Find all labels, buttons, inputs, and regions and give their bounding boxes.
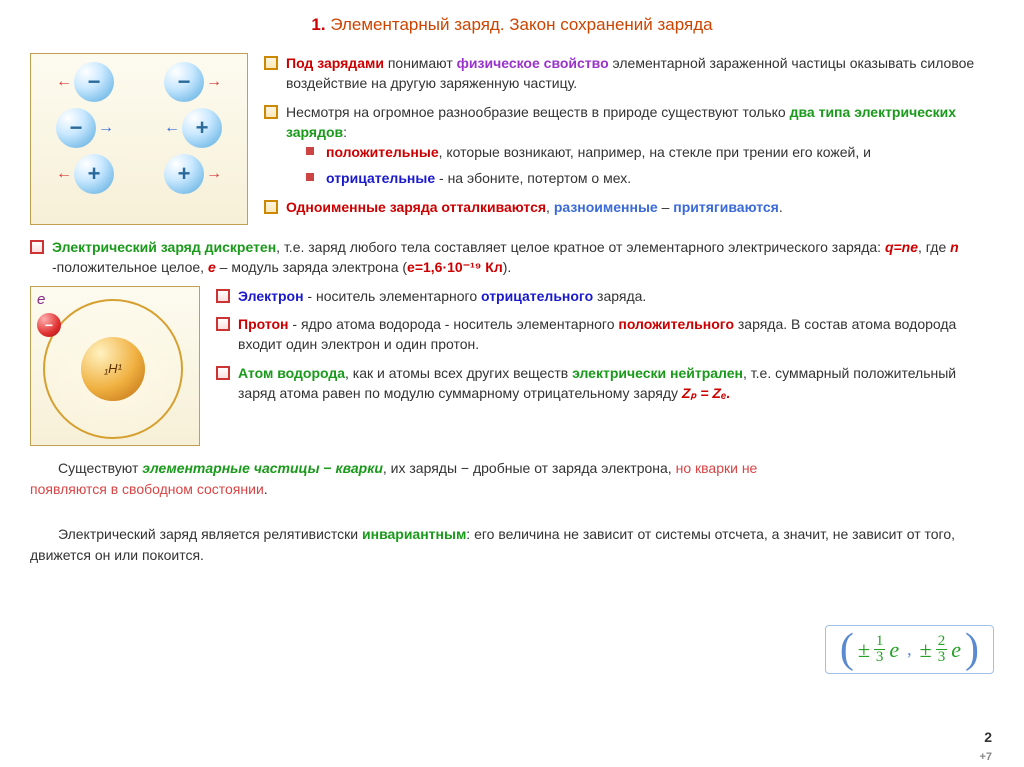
paren-right-icon: ): [965, 635, 979, 664]
electron-icon: −: [37, 313, 61, 337]
list-item: Атом водорода, как и атомы всех других в…: [238, 363, 994, 404]
negative-sphere: −: [74, 62, 114, 102]
arrow-right-icon: →: [98, 119, 114, 137]
list-item: отрицательные - на эбоните, потертом о м…: [326, 168, 994, 188]
nucleus-icon: ₁H¹: [81, 337, 145, 401]
arrow-left-icon: ←: [56, 73, 72, 91]
quark-charges-formula: ( ± 13 e , ± 23 e ): [825, 625, 994, 674]
list-item: Под зарядами понимают физическое свойств…: [286, 53, 994, 94]
paren-left-icon: (: [840, 635, 854, 664]
atom-diagram: e ₁H¹ −: [30, 286, 200, 446]
discrete-list: Электрический заряд дискретен, т.е. заря…: [30, 237, 994, 278]
negative-sphere: −: [164, 62, 204, 102]
definition-list: Под зарядами понимают физическое свойств…: [264, 53, 994, 225]
arrow-right-icon: →: [206, 165, 222, 183]
arrow-right-icon: →: [206, 73, 222, 91]
charges-diagram: ←− −→ −→ ←+ ←+ +→: [30, 53, 248, 225]
list-item: Несмотря на огромное разнообразие вещест…: [286, 102, 994, 189]
comma: ,: [907, 639, 912, 660]
footer-mark: +7: [979, 751, 992, 763]
arrow-left-icon: ←: [164, 119, 180, 137]
list-item: Электрон - носитель элементарного отрица…: [238, 286, 994, 306]
list-item: Протон - ядро атома водорода - носитель …: [238, 314, 994, 355]
positive-sphere: +: [74, 154, 114, 194]
page-title: 1. Элементарный заряд. Закон сохранений …: [30, 15, 994, 35]
title-number: 1.: [311, 15, 325, 34]
page-number: 2: [984, 729, 992, 745]
title-text: Элементарный заряд. Закон сохранений зар…: [330, 15, 712, 34]
negative-sphere: −: [56, 108, 96, 148]
list-item: Электрический заряд дискретен, т.е. заря…: [52, 237, 994, 278]
positive-sphere: +: [182, 108, 222, 148]
list-item: положительные, которые возникают, наприм…: [326, 142, 994, 162]
positive-sphere: +: [164, 154, 204, 194]
electron-label: e: [37, 291, 45, 308]
arrow-left-icon: ←: [56, 165, 72, 183]
quarks-paragraph: Существуют элементарные частицы − кварки…: [30, 458, 810, 500]
invariant-paragraph: Электрический заряд является релятивистс…: [30, 524, 994, 566]
particles-list: Электрон - носитель элементарного отрица…: [216, 286, 994, 446]
list-item: Одноименные заряда отталкиваются, разнои…: [286, 197, 994, 217]
